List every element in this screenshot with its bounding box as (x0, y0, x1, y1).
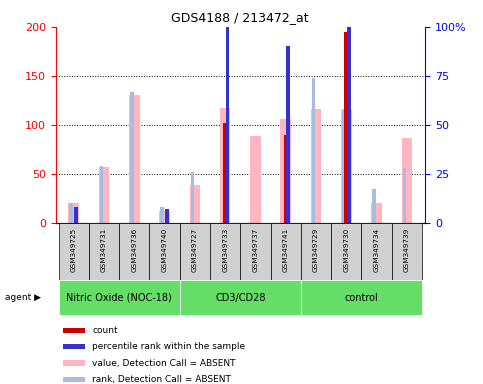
Bar (220, 108, 230, 223)
FancyBboxPatch shape (119, 223, 149, 280)
FancyBboxPatch shape (58, 223, 89, 280)
Bar (286, 46, 290, 223)
Bar (63, 344, 85, 349)
Bar (281, 119, 291, 223)
Bar (70, 203, 73, 223)
Text: value, Detection Call = ABSENT: value, Detection Call = ABSENT (93, 359, 236, 367)
Bar (401, 137, 412, 223)
Bar (63, 377, 85, 382)
Bar (159, 211, 170, 223)
Bar (100, 166, 103, 223)
FancyBboxPatch shape (58, 280, 180, 315)
Bar (250, 136, 261, 223)
Bar (342, 109, 346, 223)
Text: CD3/CD28: CD3/CD28 (215, 293, 266, 303)
Text: GSM349740: GSM349740 (162, 228, 168, 273)
FancyBboxPatch shape (180, 223, 210, 280)
FancyBboxPatch shape (392, 223, 422, 280)
Text: GSM349727: GSM349727 (192, 228, 198, 273)
FancyBboxPatch shape (301, 223, 331, 280)
FancyBboxPatch shape (89, 223, 119, 280)
Bar (63, 328, 85, 333)
Bar (129, 95, 140, 223)
Text: GSM349729: GSM349729 (313, 228, 319, 273)
FancyBboxPatch shape (270, 223, 301, 280)
Bar (189, 185, 200, 223)
Text: GSM349737: GSM349737 (253, 228, 258, 273)
Bar (312, 78, 315, 223)
FancyBboxPatch shape (180, 280, 301, 315)
Text: GSM349725: GSM349725 (71, 228, 77, 273)
Text: Nitric Oxide (NOC-18): Nitric Oxide (NOC-18) (66, 293, 172, 303)
FancyBboxPatch shape (210, 223, 241, 280)
Bar (160, 207, 164, 223)
Text: GSM349730: GSM349730 (343, 228, 349, 273)
Bar (130, 91, 134, 223)
FancyBboxPatch shape (331, 223, 361, 280)
Bar (311, 109, 321, 223)
Bar (69, 203, 79, 223)
Bar (99, 167, 109, 223)
Bar (165, 209, 169, 223)
Bar (223, 123, 227, 223)
Text: agent ▶: agent ▶ (5, 293, 41, 302)
Text: GSM349736: GSM349736 (131, 228, 137, 273)
Text: percentile rank within the sample: percentile rank within the sample (93, 342, 246, 351)
Text: control: control (344, 293, 378, 303)
Bar (341, 110, 352, 223)
Bar (63, 361, 85, 366)
Text: GSM349739: GSM349739 (404, 228, 410, 273)
Bar (284, 135, 287, 223)
FancyBboxPatch shape (361, 223, 392, 280)
Bar (74, 207, 78, 223)
Bar (372, 189, 376, 223)
FancyBboxPatch shape (241, 223, 270, 280)
Text: GSM349733: GSM349733 (222, 228, 228, 273)
Text: GSM349731: GSM349731 (101, 228, 107, 273)
Bar (344, 32, 348, 223)
Text: GSM349741: GSM349741 (283, 228, 289, 273)
Bar (226, 21, 229, 223)
Text: rank, Detection Call = ABSENT: rank, Detection Call = ABSENT (93, 375, 231, 384)
Bar (371, 203, 382, 223)
Text: GSM349734: GSM349734 (373, 228, 380, 273)
Bar (347, 0, 351, 223)
Bar (403, 168, 406, 223)
Text: count: count (93, 326, 118, 335)
Title: GDS4188 / 213472_at: GDS4188 / 213472_at (171, 11, 309, 24)
FancyBboxPatch shape (149, 223, 180, 280)
FancyBboxPatch shape (301, 280, 422, 315)
Bar (191, 172, 194, 223)
